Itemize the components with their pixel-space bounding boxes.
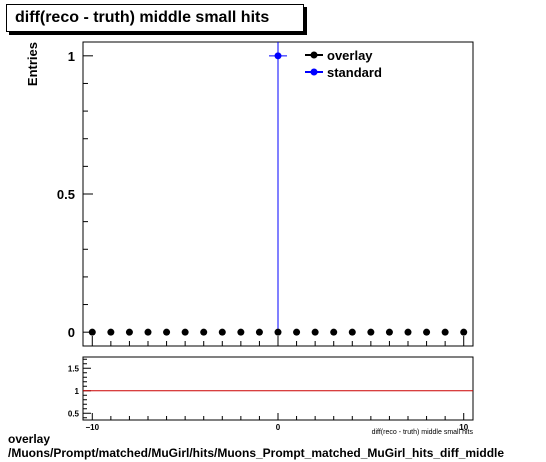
y-tick-label: 0 xyxy=(68,325,75,340)
overlay-point xyxy=(385,328,393,336)
overlay-point xyxy=(181,328,189,336)
standard-point xyxy=(274,52,282,60)
overlay-point xyxy=(163,328,171,336)
overlay-point xyxy=(237,328,245,336)
overlay-point xyxy=(404,328,412,336)
ratio-y-tick-label: 1 xyxy=(75,387,80,396)
overlay-point xyxy=(311,328,319,336)
x-axis-label: diff(reco - truth) middle small hits xyxy=(372,429,474,436)
overlay-point xyxy=(367,328,375,336)
y-tick-label: 1 xyxy=(68,49,75,64)
overlay-point xyxy=(88,328,96,336)
overlay-point xyxy=(348,328,356,336)
ratio-frame xyxy=(82,356,474,421)
legend-marker-overlay xyxy=(310,51,318,59)
legend-label-standard: standard xyxy=(327,65,382,80)
ratio-x-tick-label: 0 xyxy=(276,423,281,432)
y-axis-label: Entries xyxy=(25,42,40,86)
y-tick-label: 0.5 xyxy=(57,187,75,202)
legend-label-overlay: overlay xyxy=(327,48,373,63)
title-box: diff(reco - truth) middle small hits xyxy=(6,4,304,32)
overlay-point xyxy=(423,328,431,336)
ratio-x-tick-label: 10 xyxy=(459,423,468,432)
ratio-y-tick-label: 0.5 xyxy=(68,409,80,418)
overlay-point xyxy=(200,328,208,336)
overlay-point xyxy=(255,328,263,336)
overlay-point xyxy=(441,328,449,336)
overlay-point xyxy=(293,328,301,336)
overlay-point xyxy=(460,328,468,336)
legend-marker-standard xyxy=(310,68,318,76)
overlay-point xyxy=(107,328,115,336)
ratio-x-tick-label: −10 xyxy=(85,423,99,432)
overlay-point xyxy=(218,328,226,336)
overlay-point xyxy=(144,328,152,336)
overlay-point xyxy=(330,328,338,336)
chart-title: diff(reco - truth) middle small hits xyxy=(15,9,270,26)
footer-path: /Muons/Prompt/matched/MuGirl/hits/Muons_… xyxy=(8,446,505,460)
ratio-y-tick-label: 1.5 xyxy=(68,364,80,373)
footer-label: overlay xyxy=(8,432,51,446)
overlay-point xyxy=(274,328,282,336)
overlay-point xyxy=(125,328,133,336)
